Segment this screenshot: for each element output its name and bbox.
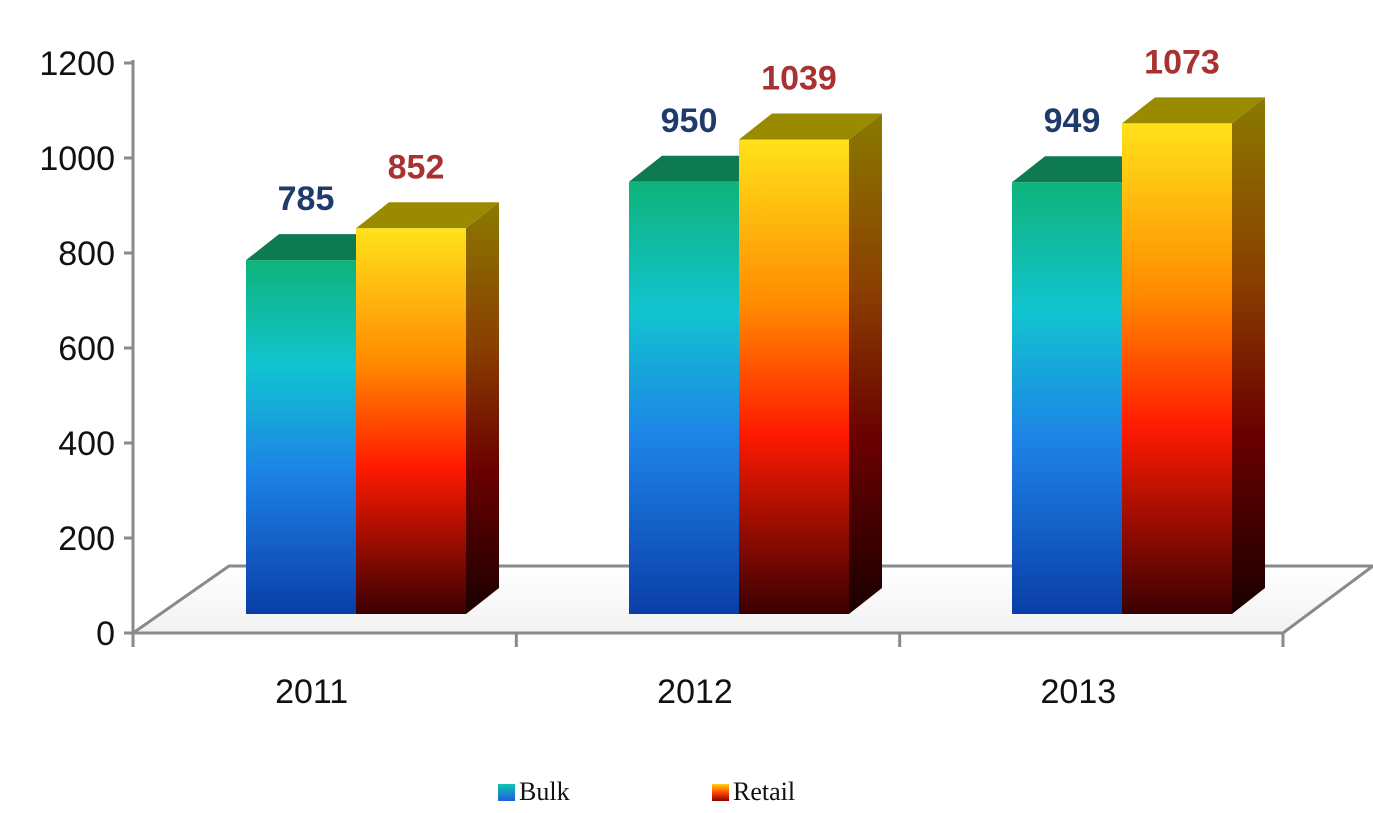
data-labels: 785 852 950 1039 949 1073 xyxy=(278,43,1220,218)
x-axis: 2011 2012 2013 xyxy=(131,633,1285,711)
y-tick-label: 200 xyxy=(58,520,115,558)
bar-top-face xyxy=(629,155,772,182)
bar-front-face xyxy=(629,181,739,614)
x-category-label: 2011 xyxy=(275,673,348,711)
y-tick-label: 600 xyxy=(58,330,115,368)
legend: Bulk Retail xyxy=(498,777,795,806)
bar-top-face xyxy=(356,202,499,229)
bar-front-face xyxy=(356,228,466,615)
bar-top-face xyxy=(1122,97,1265,124)
y-tick-label: 400 xyxy=(58,425,115,463)
data-label-bulk: 950 xyxy=(661,102,718,140)
bars xyxy=(246,97,1265,615)
y-axis: 0 200 400 600 800 1000 1200 xyxy=(39,45,135,653)
bar-retail-2011 xyxy=(356,202,499,615)
bar-retail-2012 xyxy=(739,113,882,614)
x-category-label: 2013 xyxy=(1041,673,1117,711)
data-label-retail: 1039 xyxy=(761,59,837,97)
legend-item-bulk: Bulk xyxy=(498,777,570,806)
bar-side-face xyxy=(466,202,499,615)
bar-front-face xyxy=(1012,182,1122,614)
data-label-retail: 1073 xyxy=(1144,43,1220,81)
bar-top-face xyxy=(739,113,882,140)
legend-swatch xyxy=(712,784,729,801)
bar-top-face xyxy=(246,234,389,261)
legend-label: Retail xyxy=(733,777,795,806)
data-label-bulk: 785 xyxy=(278,180,335,218)
y-tick-label: 800 xyxy=(58,235,115,273)
y-tick-label: 1000 xyxy=(39,140,115,178)
legend-swatch xyxy=(498,784,515,801)
legend-label: Bulk xyxy=(519,777,570,806)
bar-side-face xyxy=(1232,97,1265,614)
bar-retail-2013 xyxy=(1122,97,1265,614)
legend-item-retail: Retail xyxy=(712,777,795,806)
x-category-label: 2012 xyxy=(657,673,733,711)
data-label-retail: 852 xyxy=(388,148,445,186)
bar-front-face xyxy=(246,260,356,614)
data-label-bulk: 949 xyxy=(1044,102,1101,140)
y-tick-label: 0 xyxy=(96,615,115,653)
bar-side-face xyxy=(849,113,882,614)
bar-front-face xyxy=(1122,123,1232,614)
bar-front-face xyxy=(739,139,849,614)
bar-top-face xyxy=(1012,156,1155,183)
y-tick-label: 1200 xyxy=(39,45,115,83)
